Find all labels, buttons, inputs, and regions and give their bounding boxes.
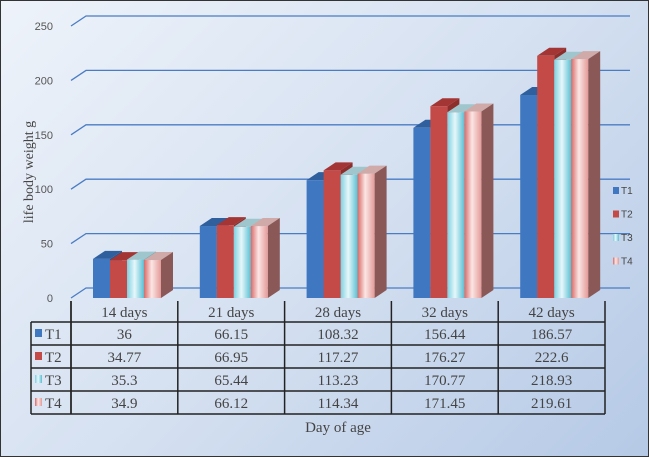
table-legend-swatch bbox=[35, 375, 42, 383]
bar-side bbox=[161, 252, 173, 298]
bar-t2-0 bbox=[110, 260, 127, 298]
y-tick-label: 50 bbox=[41, 239, 53, 251]
bar-top bbox=[357, 165, 387, 174]
bar-top bbox=[464, 103, 494, 112]
bar-t4-0 bbox=[144, 260, 161, 298]
bar-t2-2 bbox=[323, 170, 341, 298]
table-cell-value: 171.45 bbox=[424, 396, 465, 412]
x-category-label: 42 days bbox=[528, 305, 574, 321]
legend-label: T4 bbox=[621, 257, 633, 268]
table-legend-swatch bbox=[35, 352, 42, 360]
bar-t1-4 bbox=[520, 95, 538, 298]
table-cell-value: 66.95 bbox=[214, 350, 248, 366]
bar-side bbox=[481, 103, 494, 298]
table-cell-value: 222.6 bbox=[535, 350, 569, 366]
table-cell-value: 176.27 bbox=[424, 350, 466, 366]
table-legend-swatch bbox=[35, 329, 42, 337]
legend-label: T2 bbox=[621, 210, 633, 221]
bar-top bbox=[447, 104, 477, 113]
bar-t2-4 bbox=[537, 55, 555, 298]
bar-side bbox=[374, 165, 387, 298]
bar-top bbox=[199, 218, 229, 227]
bar-top bbox=[571, 51, 601, 60]
legend-label: T3 bbox=[621, 233, 633, 244]
bar-top bbox=[144, 252, 173, 261]
y-tick-label: 250 bbox=[35, 21, 53, 33]
x-category-label: 28 days bbox=[315, 305, 361, 321]
table-cell-value: 66.15 bbox=[214, 327, 248, 343]
y-tick-label: 200 bbox=[35, 75, 53, 87]
legend-swatch bbox=[613, 187, 619, 194]
bar-t3-2 bbox=[340, 174, 358, 298]
bar-t1-0 bbox=[93, 258, 110, 298]
gridline bbox=[70, 15, 630, 27]
y-tick-label: 0 bbox=[47, 293, 53, 305]
legend-swatch bbox=[613, 234, 619, 241]
table-row-label: T4 bbox=[45, 396, 62, 412]
legend-swatch bbox=[613, 210, 619, 218]
bar-top bbox=[430, 98, 460, 107]
bar-top bbox=[323, 162, 353, 171]
x-axis-title: Day of age bbox=[305, 420, 371, 436]
bar-t2-1 bbox=[216, 225, 234, 298]
bar-t4-3 bbox=[464, 111, 482, 298]
table-cell-value: 113.23 bbox=[318, 373, 359, 389]
table-cell-value: 218.93 bbox=[531, 373, 572, 389]
bar-t2-3 bbox=[430, 106, 448, 299]
bar-t1-1 bbox=[199, 226, 217, 298]
y-axis-title: life body weight g bbox=[22, 121, 37, 223]
table-cell-value: 65.44 bbox=[214, 373, 248, 389]
table-cell-value: 170.77 bbox=[424, 373, 466, 389]
table-row-label: T1 bbox=[45, 327, 62, 343]
bar-t3-4 bbox=[554, 59, 572, 298]
table-cell-value: 219.61 bbox=[531, 396, 572, 412]
x-category-label: 32 days bbox=[422, 305, 468, 321]
table-cell-value: 36 bbox=[117, 327, 133, 343]
bar-top bbox=[554, 51, 584, 60]
table-cell-value: 117.27 bbox=[318, 350, 359, 366]
y-tick-label: 150 bbox=[35, 130, 53, 142]
table-cell-value: 186.57 bbox=[531, 327, 573, 343]
table-cell-value: 156.44 bbox=[424, 327, 466, 343]
bar-top bbox=[93, 250, 122, 259]
table-row-label: T3 bbox=[45, 373, 62, 389]
bar-t1-3 bbox=[413, 127, 431, 299]
bar-t4-2 bbox=[357, 173, 375, 298]
gridline bbox=[70, 69, 630, 81]
table-row-label: T2 bbox=[45, 350, 62, 366]
table-cell-value: 34.77 bbox=[108, 350, 142, 366]
bar-top bbox=[216, 217, 246, 226]
bar-top bbox=[537, 47, 567, 56]
bar-t1-2 bbox=[306, 180, 324, 298]
bar-side bbox=[588, 51, 601, 299]
table-cell-value: 66.12 bbox=[214, 396, 248, 412]
table-cell-value: 34.9 bbox=[111, 396, 137, 412]
bar-top bbox=[233, 218, 263, 227]
table-cell-value: 35.3 bbox=[111, 373, 137, 389]
bar-t3-3 bbox=[447, 112, 465, 298]
table-cell-value: 108.32 bbox=[317, 327, 358, 343]
bar-top bbox=[110, 252, 139, 261]
bar-t3-0 bbox=[127, 259, 144, 298]
bar-top bbox=[340, 166, 370, 175]
y-tick-label: 100 bbox=[35, 184, 53, 196]
bar-side bbox=[267, 218, 280, 298]
bar-t4-4 bbox=[571, 59, 589, 299]
bar-top bbox=[250, 218, 280, 227]
table-cell-value: 114.34 bbox=[318, 396, 359, 412]
x-category-label: 21 days bbox=[208, 305, 254, 321]
bar-top bbox=[127, 251, 156, 260]
table-legend-swatch bbox=[35, 398, 42, 406]
bar-t3-1 bbox=[233, 226, 251, 298]
bar-t4-1 bbox=[250, 226, 268, 298]
x-category-label: 14 days bbox=[101, 305, 147, 321]
legend-label: T1 bbox=[621, 186, 633, 197]
legend-swatch bbox=[613, 257, 619, 265]
